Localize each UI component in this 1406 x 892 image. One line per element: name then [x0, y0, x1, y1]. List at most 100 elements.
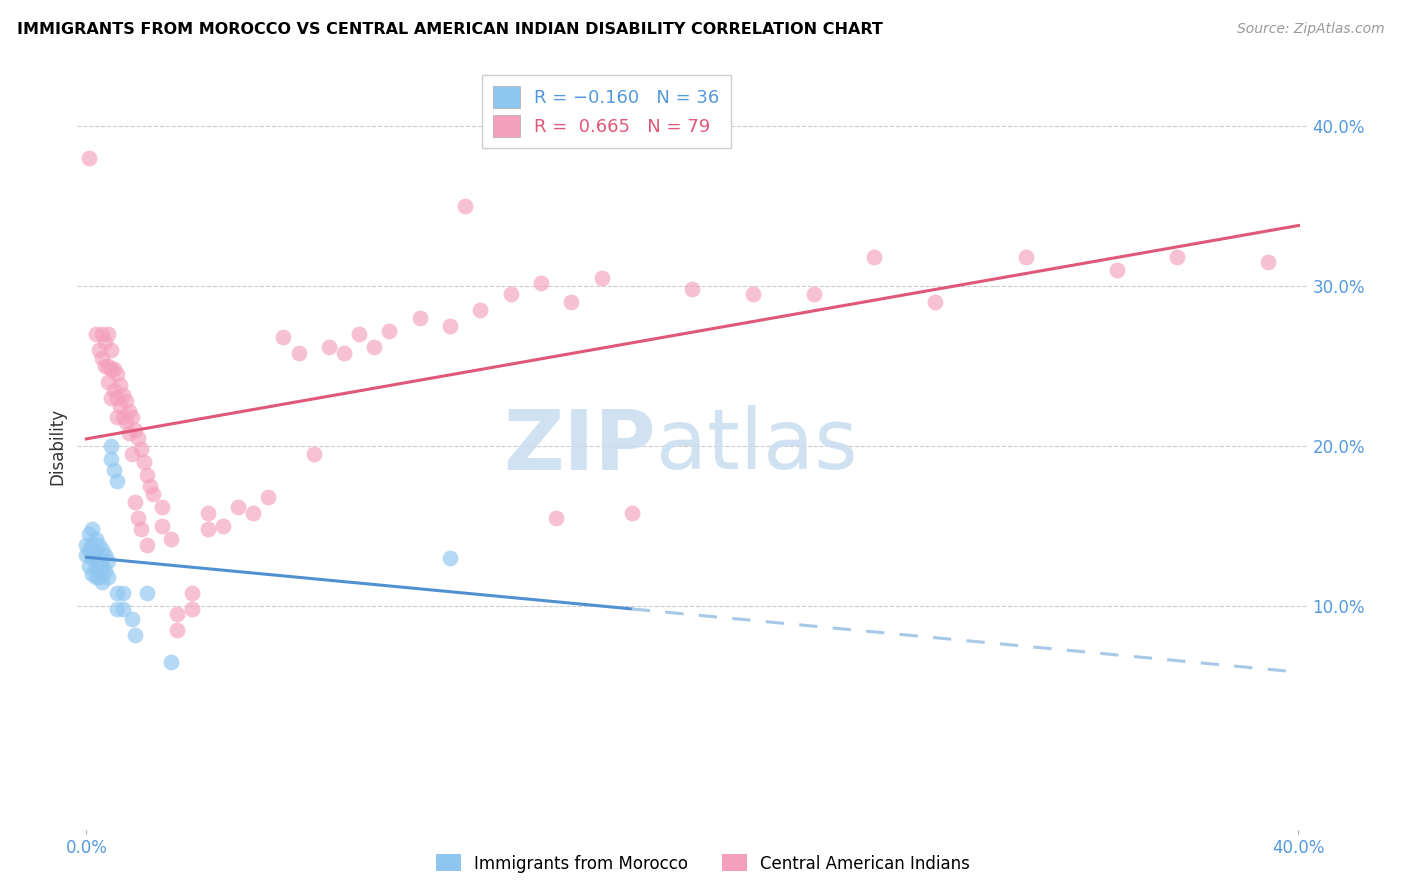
Point — [100, 391, 122, 405]
Point — [378, 324, 401, 338]
Point — [75, 538, 97, 552]
Point — [121, 447, 143, 461]
Point — [121, 410, 143, 425]
Point — [409, 311, 432, 326]
Point — [84, 570, 107, 584]
Point — [90, 351, 112, 365]
Text: Source: ZipAtlas.com: Source: ZipAtlas.com — [1237, 22, 1385, 37]
Point — [333, 346, 356, 360]
Text: ZIP: ZIP — [503, 406, 655, 486]
Point — [111, 586, 134, 600]
Point — [287, 346, 309, 360]
Point — [682, 282, 704, 296]
Point — [93, 548, 115, 562]
Point — [100, 362, 122, 376]
Point — [79, 542, 101, 557]
Point — [90, 327, 112, 342]
Point — [82, 522, 104, 536]
Point — [111, 602, 134, 616]
Point — [105, 474, 128, 488]
Point — [803, 287, 825, 301]
Point — [129, 522, 152, 536]
Point — [105, 602, 128, 616]
Point — [160, 655, 183, 669]
Y-axis label: Disability: Disability — [48, 408, 66, 484]
Point — [127, 511, 149, 525]
Point — [136, 538, 159, 552]
Point — [136, 586, 159, 600]
Point — [118, 426, 141, 441]
Text: IMMIGRANTS FROM MOROCCO VS CENTRAL AMERICAN INDIAN DISABILITY CORRELATION CHART: IMMIGRANTS FROM MOROCCO VS CENTRAL AMERI… — [17, 22, 883, 37]
Point — [87, 570, 110, 584]
Point — [127, 431, 149, 445]
Point — [84, 327, 107, 342]
Point — [124, 495, 146, 509]
Point — [150, 500, 173, 514]
Point — [82, 538, 104, 552]
Point — [121, 612, 143, 626]
Point — [273, 330, 295, 344]
Point — [1105, 263, 1128, 277]
Point — [742, 287, 765, 301]
Point — [136, 467, 159, 482]
Point — [181, 586, 204, 600]
Point — [100, 343, 122, 357]
Point — [863, 251, 886, 265]
Point — [103, 362, 125, 376]
Point — [197, 522, 219, 536]
Point — [93, 335, 115, 350]
Point — [560, 295, 582, 310]
Point — [591, 271, 613, 285]
Point — [111, 388, 134, 402]
Point — [197, 506, 219, 520]
Point — [302, 447, 325, 461]
Point — [546, 511, 568, 525]
Point — [1166, 251, 1188, 265]
Point — [97, 327, 120, 342]
Point — [257, 490, 280, 504]
Point — [530, 276, 553, 290]
Point — [108, 399, 131, 413]
Point — [132, 455, 155, 469]
Point — [211, 519, 233, 533]
Point — [318, 340, 340, 354]
Point — [439, 319, 461, 334]
Point — [924, 295, 946, 310]
Point — [105, 367, 128, 381]
Point — [97, 359, 120, 373]
Point — [111, 410, 134, 425]
Point — [90, 574, 112, 589]
Point — [75, 548, 97, 562]
Point — [84, 548, 107, 562]
Point — [103, 463, 125, 477]
Point — [181, 602, 204, 616]
Point — [150, 519, 173, 533]
Point — [103, 383, 125, 397]
Point — [100, 451, 122, 466]
Point — [90, 558, 112, 573]
Point — [124, 423, 146, 437]
Point — [93, 564, 115, 578]
Point — [105, 391, 128, 405]
Point — [166, 623, 188, 637]
Point — [439, 550, 461, 565]
Point — [90, 542, 112, 557]
Point — [226, 500, 249, 514]
Point — [97, 570, 120, 584]
Legend: R = −0.160   N = 36, R =  0.665   N = 79: R = −0.160 N = 36, R = 0.665 N = 79 — [482, 75, 731, 148]
Point — [84, 558, 107, 573]
Point — [79, 558, 101, 573]
Point — [363, 340, 385, 354]
Legend: Immigrants from Morocco, Central American Indians: Immigrants from Morocco, Central America… — [429, 847, 977, 880]
Point — [87, 554, 110, 568]
Point — [454, 199, 477, 213]
Point — [166, 607, 188, 621]
Point — [242, 506, 264, 520]
Point — [142, 487, 165, 501]
Point — [114, 415, 136, 429]
Point — [93, 359, 115, 373]
Point — [87, 343, 110, 357]
Point — [499, 287, 522, 301]
Point — [97, 375, 120, 389]
Point — [118, 404, 141, 418]
